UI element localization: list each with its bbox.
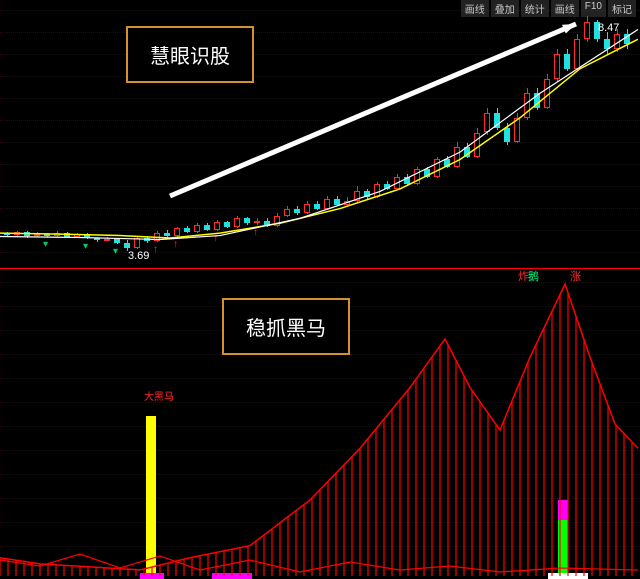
high: 8.47 — [598, 22, 619, 34]
overlay-svg — [0, 0, 640, 576]
tag3: 涨 — [570, 268, 581, 284]
darkhorse: 大黑马 — [144, 388, 174, 403]
tag2: 鹅 — [528, 268, 539, 284]
low: 3.69 — [128, 250, 149, 262]
